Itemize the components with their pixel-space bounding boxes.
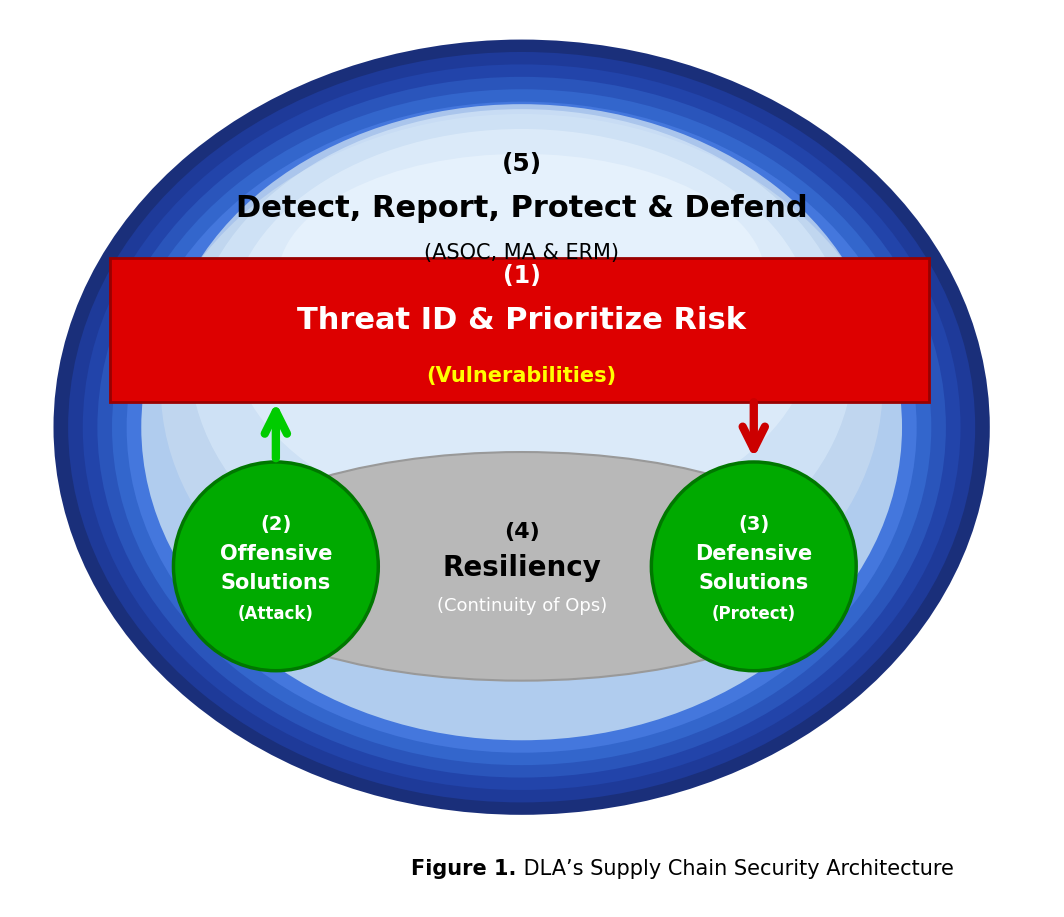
- Ellipse shape: [127, 102, 917, 753]
- Text: Solutions: Solutions: [699, 573, 809, 593]
- Circle shape: [173, 462, 379, 670]
- Text: Defensive: Defensive: [695, 545, 813, 565]
- Ellipse shape: [53, 39, 990, 815]
- Text: (1): (1): [502, 264, 541, 288]
- Text: DLA’s Supply Chain Security Architecture: DLA’s Supply Chain Security Architecture: [517, 859, 953, 879]
- Ellipse shape: [161, 105, 882, 670]
- Text: (4): (4): [503, 522, 539, 542]
- Text: (2): (2): [261, 515, 292, 534]
- Text: (Continuity of Ops): (Continuity of Ops): [436, 597, 606, 615]
- Text: (Protect): (Protect): [712, 605, 796, 623]
- Text: (Vulnerabilities): (Vulnerabilities): [427, 366, 617, 385]
- Text: (3): (3): [738, 515, 769, 534]
- Ellipse shape: [229, 129, 814, 526]
- Ellipse shape: [190, 109, 853, 606]
- Text: (Attack): (Attack): [238, 605, 314, 623]
- Ellipse shape: [204, 452, 838, 680]
- Text: Solutions: Solutions: [220, 573, 331, 593]
- Ellipse shape: [142, 114, 902, 740]
- Text: Offensive: Offensive: [219, 545, 332, 565]
- Ellipse shape: [98, 77, 946, 778]
- Text: (ASOC, MA & ERM): (ASOC, MA & ERM): [425, 243, 619, 263]
- Text: Threat ID & Prioritize Risk: Threat ID & Prioritize Risk: [297, 306, 746, 336]
- FancyBboxPatch shape: [110, 259, 929, 403]
- Text: Resiliency: Resiliency: [443, 555, 601, 582]
- Text: Detect, Report, Protect & Defend: Detect, Report, Protect & Defend: [236, 194, 808, 223]
- Circle shape: [651, 462, 857, 670]
- Ellipse shape: [278, 154, 765, 403]
- Ellipse shape: [112, 89, 931, 765]
- Text: Figure 1.: Figure 1.: [412, 859, 517, 879]
- Ellipse shape: [68, 52, 976, 802]
- Text: (5): (5): [501, 152, 542, 176]
- Ellipse shape: [83, 64, 961, 790]
